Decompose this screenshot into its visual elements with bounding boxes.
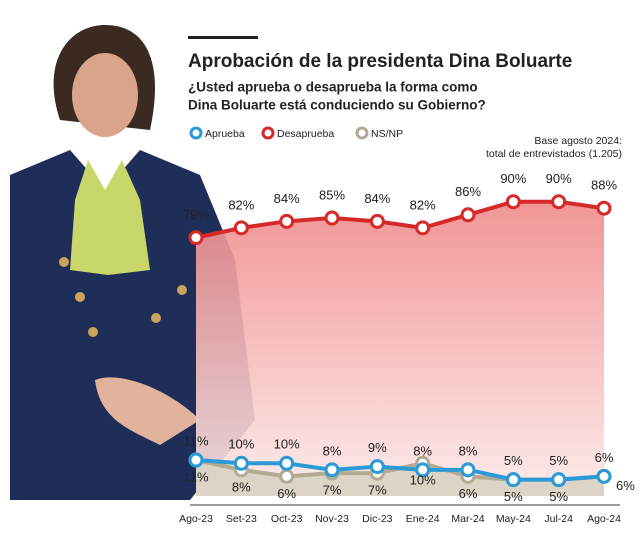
x-tick-label: Ago-24 [587, 513, 621, 525]
area-fill [196, 201, 604, 496]
legend-marker [261, 126, 275, 140]
series-line [195, 199, 605, 240]
value-label: 8% [459, 443, 478, 458]
value-label: 10% [274, 437, 300, 452]
data-point [596, 200, 612, 216]
value-label: 90% [500, 171, 526, 186]
value-label: 7% [323, 483, 342, 498]
legend-label: Desaprueba [277, 128, 334, 140]
x-tick-label: Nov-23 [315, 513, 349, 525]
x-tick-label: Dic-23 [362, 513, 393, 525]
title-rule [188, 36, 258, 39]
data-point [505, 472, 521, 488]
value-label: 10% [410, 473, 436, 488]
legend-label: Aprueba [205, 128, 245, 140]
value-label: 84% [364, 191, 390, 206]
data-point [505, 194, 521, 210]
chart-title: Aprobación de la presidenta Dina Boluart… [188, 51, 572, 72]
series-line [195, 458, 605, 482]
x-tick-label: Oct-23 [271, 513, 303, 525]
x-tick-label: Set-23 [226, 513, 257, 525]
data-point [279, 468, 295, 484]
value-label: 90% [546, 171, 572, 186]
data-point [188, 452, 204, 468]
data-point [324, 462, 340, 478]
data-point [369, 459, 385, 475]
data-point [233, 455, 249, 471]
value-label: 79% [183, 207, 209, 222]
data-point [551, 194, 567, 210]
value-label: 8% [232, 479, 251, 494]
value-label: 7% [368, 483, 387, 498]
x-tick-label: Ene-24 [406, 513, 440, 525]
note: total de entrevistados (1.205) [486, 148, 622, 160]
value-label: 5% [549, 453, 568, 468]
legend-label: NS/NP [371, 128, 403, 140]
data-point [596, 468, 612, 484]
value-label: 6% [459, 486, 478, 501]
x-tick-label: Mar-24 [451, 513, 484, 525]
data-point [415, 462, 431, 478]
value-label: 86% [455, 184, 481, 199]
value-label: 6% [277, 486, 296, 501]
value-label: 8% [413, 443, 432, 458]
data-point [188, 230, 204, 246]
subtitle: ¿Usted aprueba o desaprueba la forma com… [188, 80, 478, 95]
value-label: 9% [368, 440, 387, 455]
value-label: 5% [504, 453, 523, 468]
value-label: 82% [228, 197, 254, 212]
legend-marker [189, 126, 203, 140]
x-tick-label: May-24 [496, 513, 531, 525]
data-point [551, 472, 567, 488]
value-label: 84% [274, 191, 300, 206]
data-point [460, 462, 476, 478]
data-point [233, 220, 249, 236]
data-point [279, 213, 295, 229]
value-label: 6% [595, 450, 614, 465]
subtitle: Dina Boluarte está conduciendo su Gobier… [188, 98, 486, 113]
value-label: 88% [591, 178, 617, 193]
data-point [369, 213, 385, 229]
data-point [460, 207, 476, 223]
legend-marker [355, 126, 369, 140]
area-fill [196, 460, 604, 496]
value-label: 6% [616, 478, 635, 493]
value-label: 8% [323, 443, 342, 458]
x-tick-label: Jul-24 [544, 513, 573, 525]
data-point [415, 220, 431, 236]
value-label: 11% [183, 433, 208, 448]
value-label: 10% [228, 437, 254, 452]
data-point [279, 455, 295, 471]
value-label: 82% [410, 197, 436, 212]
data-point [324, 210, 340, 226]
value-label: 85% [319, 187, 345, 202]
value-label: 5% [549, 489, 568, 504]
value-label: 5% [504, 489, 523, 504]
note: Base agosto 2024: [534, 135, 622, 147]
x-tick-label: Ago-23 [179, 513, 213, 525]
value-label: 11% [183, 469, 208, 484]
